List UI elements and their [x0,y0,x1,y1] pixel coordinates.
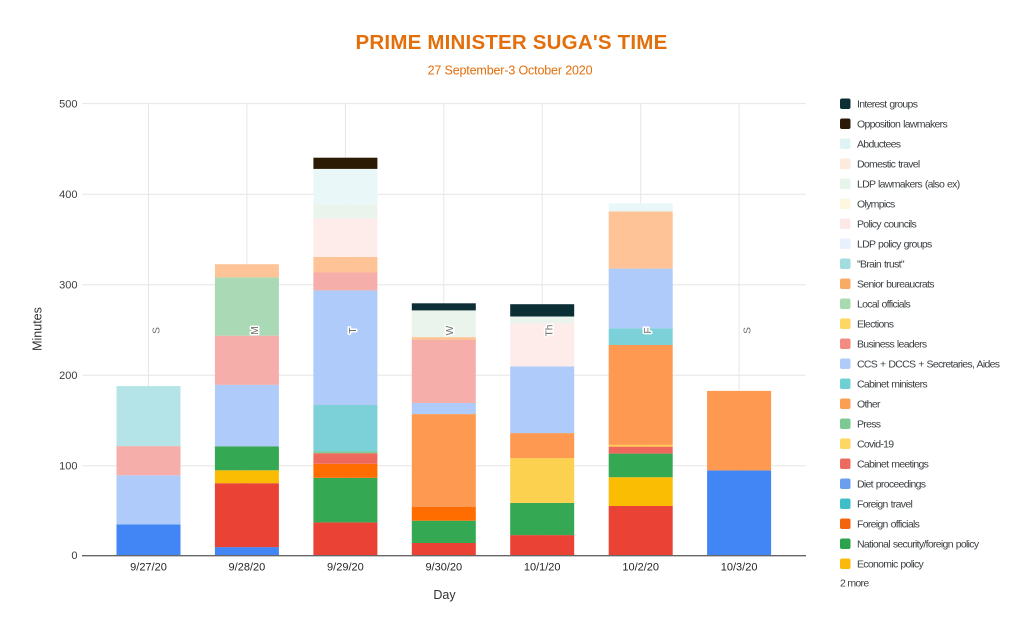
svg-text:PRIME MINISTER SUGA'S TIME: PRIME MINISTER SUGA'S TIME [356,31,668,54]
svg-text:Minutes: Minutes [31,307,45,351]
svg-text:T: T [348,327,359,333]
svg-text:S: S [152,327,163,334]
svg-text:LDP policy groups: LDP policy groups [857,239,932,251]
svg-text:100: 100 [59,461,77,473]
svg-text:500: 500 [59,98,77,110]
svg-text:Cabinet ministers: Cabinet ministers [857,379,927,391]
svg-text:Olympics: Olympics [857,199,895,211]
svg-text:LDP lawmakers (also ex): LDP lawmakers (also ex) [857,179,960,191]
svg-text:Day: Day [433,588,456,602]
svg-text:9/27/20: 9/27/20 [130,562,167,574]
svg-text:Business leaders: Business leaders [857,339,927,351]
svg-text:Press: Press [857,419,881,431]
svg-text:Opposition lawmakers: Opposition lawmakers [857,119,947,131]
svg-text:10/1/20: 10/1/20 [524,562,561,574]
svg-text:Local officials: Local officials [857,299,910,311]
svg-text:400: 400 [59,189,77,201]
svg-text:2 more: 2 more [840,578,869,590]
svg-text:S: S [743,327,754,334]
svg-text:Interest groups: Interest groups [857,99,918,111]
svg-text:Cabinet meetings: Cabinet meetings [857,459,929,471]
svg-text:9/28/20: 9/28/20 [229,562,266,574]
svg-text:Foreign travel: Foreign travel [857,499,912,511]
svg-text:200: 200 [59,370,77,382]
svg-text:Covid-19: Covid-19 [857,439,894,451]
svg-text:Domestic travel: Domestic travel [857,159,920,171]
svg-text:10/2/20: 10/2/20 [622,562,659,574]
svg-text:Abductees: Abductees [857,139,901,151]
svg-text:Elections: Elections [857,319,894,331]
svg-text:M: M [250,326,261,335]
svg-text:CCS + DCCS + Secretaries, Aide: CCS + DCCS + Secretaries, Aides [857,359,1000,371]
svg-text:10/3/20: 10/3/20 [721,562,758,574]
svg-text:Senior bureaucrats: Senior bureaucrats [857,279,934,291]
svg-text:Policy councils: Policy councils [857,219,917,231]
svg-text:National security/foreign poli: National security/foreign policy [857,539,980,551]
svg-text:300: 300 [59,280,77,292]
svg-text:27 September-3 October 2020: 27 September-3 October 2020 [428,64,593,78]
svg-text:Economic policy: Economic policy [857,559,925,571]
svg-text:9/29/20: 9/29/20 [327,562,364,574]
svg-text:"Brain trust": "Brain trust" [857,259,905,271]
svg-text:0: 0 [71,550,77,562]
svg-text:W: W [445,325,456,335]
svg-text:F: F [643,327,654,333]
svg-text:Foreign officials: Foreign officials [857,519,920,531]
svg-text:Diet proceedings: Diet proceedings [857,479,926,491]
svg-text:Th: Th [544,325,555,337]
svg-text:Other: Other [857,399,881,411]
svg-text:9/30/20: 9/30/20 [425,562,462,574]
